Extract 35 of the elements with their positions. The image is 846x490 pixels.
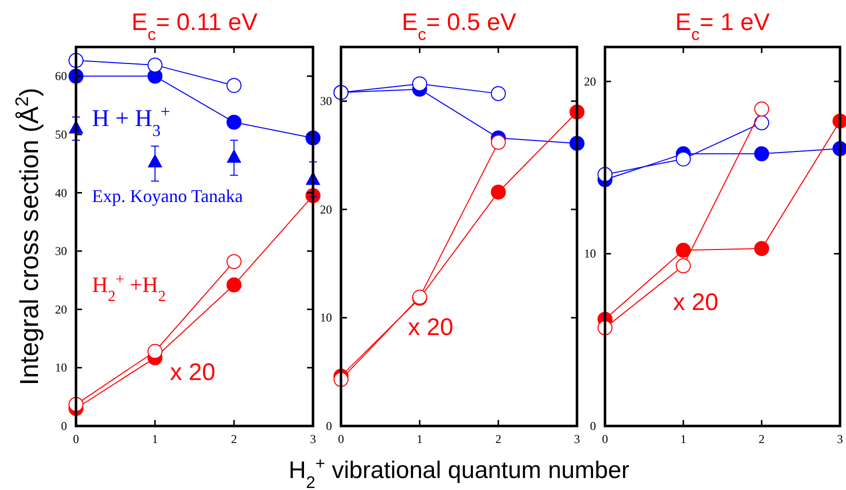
x-tick-label: 3 bbox=[574, 432, 580, 446]
y-tick-label: 20 bbox=[320, 202, 332, 216]
annotation: Exp. Koyano Tanaka bbox=[92, 186, 243, 206]
x-tick-label: 0 bbox=[602, 432, 608, 446]
x-tick-label: 1 bbox=[416, 432, 423, 446]
x-tick-label: 0 bbox=[338, 432, 344, 446]
annotation: H$_{2}$$^{+}$ +H$_{2}$ bbox=[92, 270, 166, 304]
y-tick-label: 40 bbox=[55, 186, 67, 200]
y-tick-label: 0 bbox=[61, 419, 67, 433]
chart-title: E$_{c}$= 0.5 eV bbox=[402, 9, 516, 44]
x-tick-label: 3 bbox=[310, 432, 316, 446]
chart-title: E$_{c}$= 0.11 eV bbox=[131, 9, 258, 44]
y-tick-label: 10 bbox=[55, 360, 67, 375]
x-tick-label: 3 bbox=[837, 432, 843, 446]
y-tick-label: 10 bbox=[320, 310, 332, 325]
y-tick-label: 0 bbox=[590, 419, 596, 433]
chart-title: E$_{c}$= 1 eV bbox=[675, 9, 770, 44]
y-tick-label: 0 bbox=[326, 419, 332, 433]
y-tick-label: 20 bbox=[55, 302, 67, 316]
annotation: x 20 bbox=[673, 289, 718, 316]
x-tick-label: 2 bbox=[231, 432, 237, 446]
y-tick-label: 50 bbox=[55, 127, 67, 142]
x-axis-title: H$_{2}$$^{+}$ vibrational quantum number bbox=[288, 454, 630, 490]
x-tick-label: 2 bbox=[758, 432, 765, 446]
annotation: x 20 bbox=[408, 314, 454, 341]
y-tick-label: 30 bbox=[55, 244, 67, 258]
y-tick-label: 30 bbox=[320, 94, 332, 108]
y-tick-label: 20 bbox=[584, 74, 596, 88]
x-tick-label: 0 bbox=[73, 432, 79, 446]
y-tick-label: 60 bbox=[55, 69, 67, 84]
x-tick-label: 1 bbox=[152, 432, 158, 446]
x-tick-label: 1 bbox=[680, 432, 686, 446]
x-tick-label: 2 bbox=[495, 432, 502, 446]
annotation: x 20 bbox=[170, 359, 216, 386]
y-tick-label: 10 bbox=[584, 246, 596, 261]
